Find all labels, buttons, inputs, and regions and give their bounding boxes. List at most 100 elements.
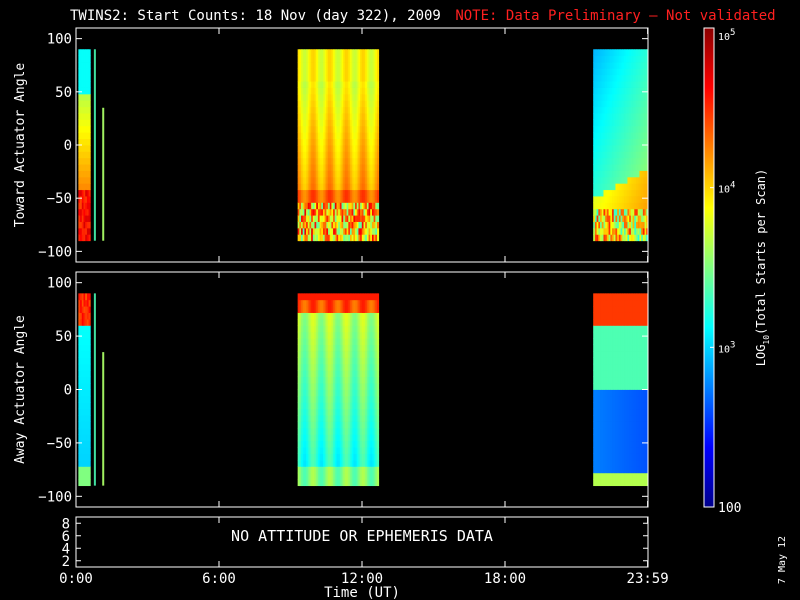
heatmap-cell xyxy=(346,87,349,95)
heatmap-cell xyxy=(360,389,363,397)
heatmap-cell xyxy=(80,119,83,127)
heatmap-cell xyxy=(613,125,616,133)
heatmap-cell xyxy=(622,306,625,313)
heatmap-cell xyxy=(612,415,615,422)
heatmap-cell xyxy=(610,145,613,152)
heatmap-cell xyxy=(622,62,625,69)
heatmap-cell xyxy=(355,81,358,88)
heatmap-cell xyxy=(88,344,91,352)
heatmap-cell xyxy=(85,351,88,358)
heatmap-cell xyxy=(304,351,307,358)
heatmap-cell xyxy=(624,395,627,403)
heatmap-cell xyxy=(632,55,635,63)
heatmap-cell xyxy=(329,113,332,120)
heatmap-cell xyxy=(625,402,628,410)
heatmap-cell xyxy=(86,460,89,467)
heatmap-cell xyxy=(78,472,81,480)
heatmap-cell xyxy=(624,472,627,480)
heatmap-cell xyxy=(358,370,361,378)
heatmap-cell xyxy=(618,227,621,235)
heatmap-cell xyxy=(363,164,366,171)
heatmap-cell xyxy=(326,81,329,88)
heatmap-cell xyxy=(370,344,373,352)
heatmap-cell xyxy=(370,183,373,191)
heatmap-cell xyxy=(344,74,348,82)
heatmap-cell xyxy=(625,338,628,346)
heatmap-cell xyxy=(322,74,326,82)
heatmap-cell xyxy=(334,363,337,371)
heatmap-cell xyxy=(341,62,344,69)
heatmap-cell xyxy=(343,183,346,191)
heatmap-cell xyxy=(343,415,346,422)
heatmap-cell xyxy=(316,221,319,229)
heatmap-cell xyxy=(601,453,604,461)
heatmap-cell xyxy=(361,227,364,235)
heatmap-cell xyxy=(375,389,378,397)
heatmap-cell xyxy=(348,81,351,88)
heatmap-cell xyxy=(632,132,635,140)
heatmap-cell xyxy=(321,460,324,467)
heatmap-cell xyxy=(331,74,334,82)
heatmap-cell xyxy=(608,344,611,352)
heatmap-cell xyxy=(594,338,598,346)
heatmap-cell xyxy=(361,49,364,57)
heatmap-cell xyxy=(600,453,603,461)
heatmap-cell xyxy=(618,113,621,120)
heatmap-cell xyxy=(338,466,341,474)
heatmap-cell xyxy=(80,113,83,120)
heatmap-cell xyxy=(355,299,358,307)
heatmap-cell xyxy=(634,196,637,203)
heatmap-cell xyxy=(363,215,366,222)
heatmap-cell xyxy=(613,376,616,384)
heatmap-cell xyxy=(309,221,312,229)
heatmap-cell xyxy=(598,357,601,365)
heatmap-cell xyxy=(356,119,359,127)
heatmap-cell xyxy=(368,338,371,346)
heatmap-cell xyxy=(629,106,632,114)
heatmap-cell xyxy=(606,408,609,416)
heatmap-cell xyxy=(375,319,378,326)
heatmap-cell xyxy=(301,227,304,235)
heatmap-cell xyxy=(625,145,628,152)
heatmap-cell xyxy=(339,100,342,108)
heatmap-cell xyxy=(312,132,315,140)
heatmap-cell xyxy=(593,293,596,301)
heatmap-cell xyxy=(304,151,307,159)
heatmap-cell xyxy=(319,325,322,333)
heatmap-cell xyxy=(321,157,324,165)
heatmap-cell xyxy=(348,453,351,461)
heatmap-cell xyxy=(368,189,371,197)
heatmap-cell xyxy=(610,389,613,397)
heatmap-cell xyxy=(624,363,627,371)
heatmap-cell xyxy=(343,221,346,229)
heatmap-cell xyxy=(606,68,609,76)
heatmap-cell xyxy=(625,351,628,358)
heatmap-cell xyxy=(307,81,310,88)
heatmap-cell xyxy=(371,176,375,184)
heatmap-cell xyxy=(311,370,314,378)
heatmap-cell xyxy=(80,215,83,222)
heatmap-cell xyxy=(322,202,326,210)
heatmap-cell xyxy=(322,125,326,133)
heatmap-cell xyxy=(302,351,305,358)
heatmap-cell xyxy=(646,49,649,57)
heatmap-cell xyxy=(361,68,364,76)
heatmap-cell xyxy=(598,157,601,165)
heatmap-cell xyxy=(613,164,616,171)
heatmap-cell xyxy=(360,145,363,152)
heatmap-cell xyxy=(299,113,302,120)
heatmap-cell xyxy=(358,74,361,82)
heatmap-cell xyxy=(598,164,601,171)
heatmap-cell xyxy=(629,312,632,320)
heatmap-cell xyxy=(353,208,356,216)
heatmap-cell xyxy=(605,460,608,467)
heatmap-cell xyxy=(81,170,84,178)
heatmap-cell xyxy=(322,460,326,467)
heatmap-cell xyxy=(358,338,361,346)
heatmap-cell xyxy=(363,100,366,108)
heatmap-cell xyxy=(630,183,633,191)
heatmap-cell xyxy=(637,55,640,63)
heatmap-cell xyxy=(314,93,317,101)
heatmap-cell xyxy=(366,183,369,191)
heatmap-cell xyxy=(80,479,83,487)
